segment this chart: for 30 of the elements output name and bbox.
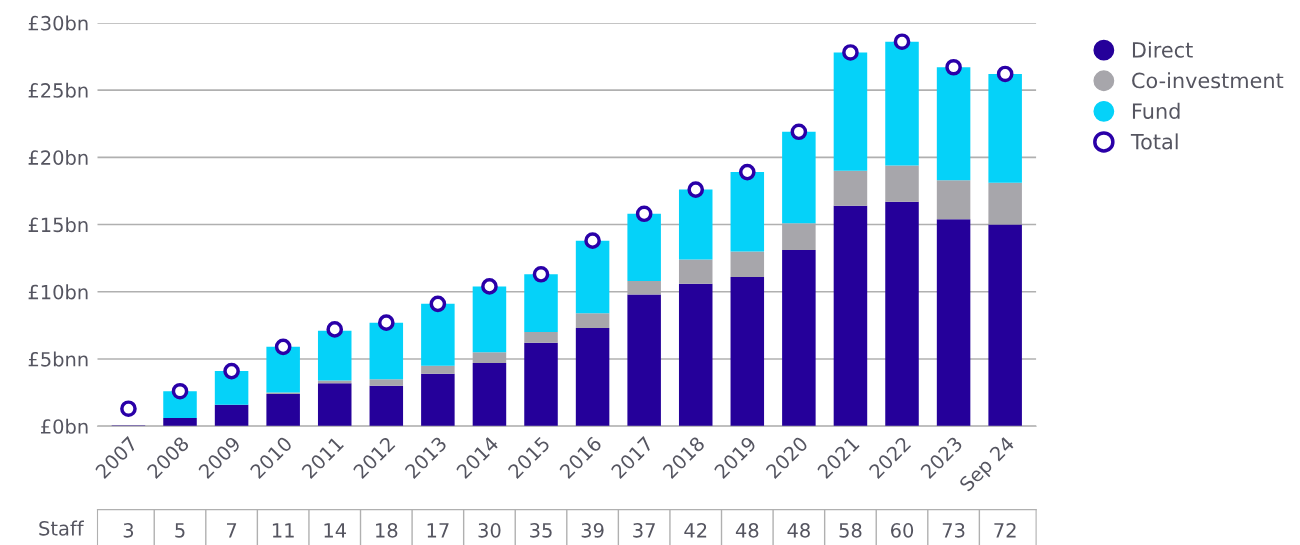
data-label: 35 [530,522,552,538]
data-label: 7 [226,523,237,538]
data-label: 48 [787,522,810,538]
data-label: 5 [175,523,185,538]
legend-label: Direct [1132,41,1193,58]
legend-label: Co-investment [1132,72,1284,89]
data-label: 18 [376,522,398,538]
data-label: 42 [684,522,707,538]
data-label: 48 [735,522,759,538]
legend-label: Total [1130,133,1178,150]
data-label: 58 [839,522,862,538]
data-label: 11 [272,523,294,538]
data-label: 3 [123,522,134,538]
y-tick-label: £0bn [40,418,88,434]
y-tick-label: £30bn [28,15,88,31]
data-label: 14 [324,523,347,538]
data-label: 73 [942,522,965,538]
y-tick-label: £15bn [28,217,88,233]
data-label: 60 [891,522,914,538]
legend-label: Fund [1132,102,1180,119]
data-label: 72 [994,522,1016,538]
text: Staff [39,520,84,536]
data-label: 37 [633,522,655,538]
y-tick-label: £5bnn [28,351,88,367]
data-label: 17 [427,523,449,538]
data-label: 30 [478,522,501,538]
data-label: 39 [581,522,604,538]
y-tick-label: £20bn [28,149,88,165]
y-tick-label: £10bn [28,284,88,300]
y-tick-label: £25bn [28,82,88,98]
